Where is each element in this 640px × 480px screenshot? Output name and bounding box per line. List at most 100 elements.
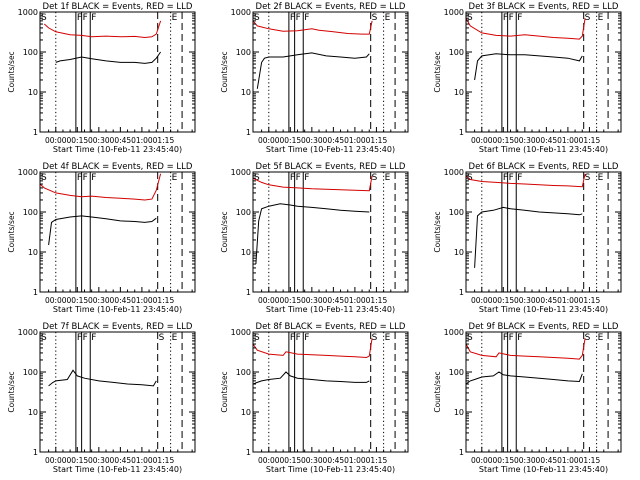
y-tick-label: 1 bbox=[459, 288, 464, 297]
y-tick-label: 1 bbox=[33, 128, 38, 137]
series-line-lld bbox=[252, 20, 373, 35]
y-axis-label: Counts/sec bbox=[7, 51, 16, 92]
x-tick-label: 01:00 bbox=[344, 296, 366, 305]
x-tick-label: 00:30 bbox=[88, 296, 110, 305]
x-tick-label: 00:15 bbox=[280, 136, 302, 145]
marker-label: F bbox=[296, 13, 301, 23]
y-axis-label: Counts/sec bbox=[220, 211, 229, 252]
marker-label: F bbox=[509, 333, 514, 343]
series-line-lld bbox=[39, 173, 162, 201]
x-tick-label: 00:00 bbox=[471, 136, 493, 145]
marker-label: S bbox=[585, 173, 591, 183]
y-tick-label: 10 bbox=[28, 88, 38, 97]
y-tick-label: 1 bbox=[33, 448, 38, 457]
marker-label: F bbox=[91, 333, 96, 343]
y-axis-label: Counts/sec bbox=[220, 371, 229, 412]
plot-frame bbox=[39, 331, 196, 453]
x-tick-label: 01:00 bbox=[131, 296, 153, 305]
x-axis-label: Start Time (10-Feb-11 23:45:40) bbox=[479, 465, 608, 474]
marker-label: F bbox=[509, 13, 514, 23]
plot-frame bbox=[252, 171, 409, 293]
x-tick-label: 00:30 bbox=[301, 136, 323, 145]
marker-label: F bbox=[296, 173, 301, 183]
marker-label: F bbox=[304, 13, 309, 23]
marker-label: E bbox=[172, 13, 178, 23]
series-line-lld bbox=[465, 338, 586, 360]
x-axis-label: Start Time (10-Feb-11 23:45:40) bbox=[53, 305, 182, 314]
y-tick-label: 10 bbox=[241, 408, 251, 417]
y-tick-label: 1000 bbox=[18, 168, 38, 177]
marker-label: S bbox=[41, 333, 47, 343]
y-axis-label: Counts/sec bbox=[433, 211, 442, 252]
marker-label: F bbox=[83, 333, 88, 343]
marker-label: S bbox=[467, 333, 473, 343]
y-tick-label: 1000 bbox=[231, 328, 251, 337]
x-tick-label: 01:00 bbox=[557, 136, 579, 145]
x-axis-label: Start Time (10-Feb-11 23:45:40) bbox=[479, 145, 608, 154]
marker-label: S bbox=[41, 13, 47, 23]
y-tick-label: 100 bbox=[449, 208, 464, 217]
panel-title: Det 9f BLACK = Events, RED = LLD bbox=[469, 322, 619, 332]
x-tick-label: 00:00 bbox=[471, 296, 493, 305]
marker-label: F bbox=[83, 13, 88, 23]
x-tick-label: 00:45 bbox=[110, 296, 132, 305]
x-tick-label: 01:15 bbox=[153, 136, 175, 145]
panel-title: Det 2f BLACK = Events, RED = LLD bbox=[256, 2, 406, 12]
x-tick-label: 01:15 bbox=[579, 296, 601, 305]
marker-label: F bbox=[290, 173, 295, 183]
y-tick-label: 1 bbox=[246, 128, 251, 137]
marker-label: E bbox=[385, 173, 391, 183]
x-tick-label: 00:00 bbox=[471, 456, 493, 465]
marker-label: F bbox=[304, 173, 309, 183]
x-tick-label: 00:15 bbox=[67, 456, 89, 465]
y-tick-label: 1000 bbox=[18, 8, 38, 17]
x-tick-label: 00:30 bbox=[514, 136, 536, 145]
x-tick-label: 00:00 bbox=[45, 136, 67, 145]
marker-label: S bbox=[372, 173, 378, 183]
y-tick-label: 1 bbox=[459, 128, 464, 137]
x-axis-label: Start Time (10-Feb-11 23:45:40) bbox=[266, 145, 395, 154]
plot-frame bbox=[252, 11, 409, 133]
y-tick-label: 10 bbox=[241, 248, 251, 257]
x-tick-label: 00:45 bbox=[323, 296, 345, 305]
y-tick-label: 1 bbox=[33, 288, 38, 297]
y-tick-label: 100 bbox=[236, 48, 251, 57]
x-axis-label: Start Time (10-Feb-11 23:45:40) bbox=[266, 305, 395, 314]
x-tick-label: 01:15 bbox=[579, 456, 601, 465]
x-axis-label: Start Time (10-Feb-11 23:45:40) bbox=[479, 305, 608, 314]
x-tick-label: 00:15 bbox=[67, 296, 89, 305]
y-tick-label: 100 bbox=[23, 368, 38, 377]
series-line-events bbox=[55, 51, 162, 64]
series-line-lld bbox=[465, 173, 586, 188]
x-tick-label: 01:00 bbox=[557, 456, 579, 465]
y-tick-label: 1000 bbox=[231, 8, 251, 17]
plot-frame bbox=[39, 11, 196, 133]
x-tick-label: 01:00 bbox=[557, 296, 579, 305]
x-tick-label: 00:15 bbox=[280, 456, 302, 465]
y-axis-label: Counts/sec bbox=[7, 211, 16, 252]
series-line-events bbox=[465, 371, 583, 385]
marker-label: E bbox=[385, 13, 391, 23]
y-tick-label: 100 bbox=[236, 368, 251, 377]
y-tick-label: 1000 bbox=[444, 168, 464, 177]
y-tick-label: 10 bbox=[28, 248, 38, 257]
series-line-lld bbox=[43, 20, 162, 39]
x-axis-label: Start Time (10-Feb-11 23:45:40) bbox=[53, 465, 182, 474]
y-tick-label: 1000 bbox=[444, 8, 464, 17]
y-tick-label: 1000 bbox=[18, 328, 38, 337]
plot-frame bbox=[465, 171, 622, 293]
marker-label: F bbox=[77, 173, 82, 183]
x-tick-label: 00:30 bbox=[514, 456, 536, 465]
marker-label: F bbox=[509, 173, 514, 183]
x-tick-label: 01:00 bbox=[344, 456, 366, 465]
x-tick-label: 01:15 bbox=[366, 456, 388, 465]
x-tick-label: 00:45 bbox=[110, 136, 132, 145]
marker-label: F bbox=[290, 13, 295, 23]
x-tick-label: 00:00 bbox=[45, 456, 67, 465]
marker-label: S bbox=[254, 333, 260, 343]
